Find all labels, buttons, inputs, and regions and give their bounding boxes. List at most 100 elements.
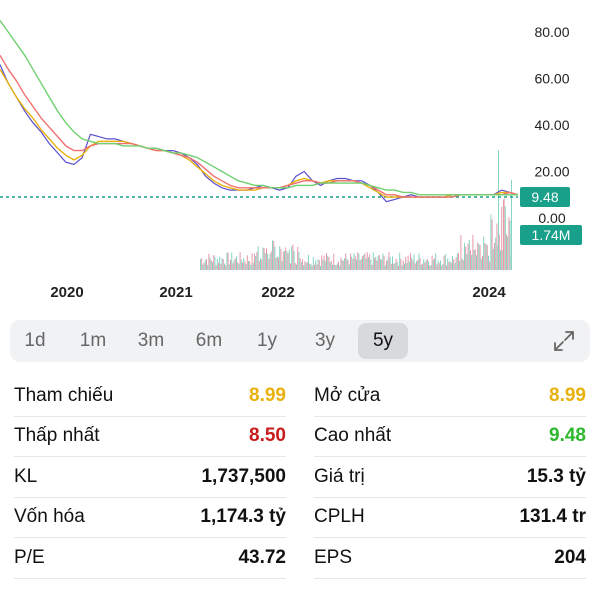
volume-bar bbox=[350, 253, 351, 270]
volume-bar bbox=[383, 255, 385, 270]
volume-bar bbox=[222, 259, 224, 270]
stat-label: Vốn hóa bbox=[14, 506, 85, 528]
expand-icon[interactable] bbox=[552, 329, 576, 353]
volume-bar bbox=[327, 255, 329, 270]
volume-bar bbox=[424, 262, 426, 270]
volume-bar bbox=[444, 254, 446, 270]
volume-bar bbox=[490, 214, 492, 270]
range-tab-6m[interactable]: 6m bbox=[195, 330, 223, 351]
volume-bar bbox=[468, 239, 470, 270]
volume-bar bbox=[418, 253, 420, 270]
volume-bar bbox=[459, 260, 461, 270]
chart-canvas[interactable]: 80.00 60.00 40.00 20.00 0.00 2020 2021 2022 202… bbox=[0, 0, 600, 300]
volume-bar bbox=[395, 258, 397, 270]
volume-bar bbox=[262, 247, 264, 270]
volume-bar bbox=[362, 256, 363, 270]
volume-bar bbox=[455, 257, 457, 270]
volume-bar bbox=[396, 261, 398, 270]
volume-bar bbox=[511, 180, 512, 270]
volume-bar bbox=[280, 248, 282, 270]
volume-bar bbox=[446, 265, 447, 270]
volume-bar bbox=[251, 253, 253, 270]
stat-label: KL bbox=[14, 465, 38, 487]
price-badge: 9.48 bbox=[520, 187, 570, 207]
volume-bar bbox=[387, 259, 389, 270]
volume-bar bbox=[442, 264, 444, 270]
volume-bar bbox=[388, 252, 390, 270]
volume-bar bbox=[244, 261, 246, 270]
volume-bar bbox=[201, 258, 203, 270]
volume-bar bbox=[324, 261, 326, 270]
volume-bar bbox=[344, 258, 345, 270]
range-tab-5y[interactable]: 5y bbox=[358, 323, 408, 359]
volume-bar bbox=[269, 253, 271, 270]
volume-bar bbox=[507, 236, 509, 270]
volume-bar bbox=[434, 258, 435, 270]
stat-value: 131.4 tr bbox=[519, 506, 586, 528]
volume-bar bbox=[495, 237, 497, 270]
price-chart[interactable]: 80.00 60.00 40.00 20.00 0.00 2020 2021 2022 202… bbox=[0, 0, 600, 300]
volume-bar bbox=[263, 248, 265, 270]
volume-bar bbox=[440, 260, 441, 270]
volume-bar bbox=[318, 260, 320, 270]
range-tab-1y[interactable]: 1y bbox=[256, 330, 278, 351]
volume-bar bbox=[476, 255, 477, 270]
volume-bar bbox=[250, 264, 252, 270]
volume-bar bbox=[353, 253, 355, 270]
volume-bar bbox=[258, 260, 260, 270]
stats-row: Vốn hóa 1,174.3 tỷ CPLH 131.4 tr bbox=[14, 498, 586, 538]
volume-bar bbox=[213, 255, 215, 270]
volume-bar bbox=[316, 264, 318, 270]
volume-bar bbox=[218, 262, 219, 270]
volume-bar bbox=[212, 262, 213, 270]
volume-bar bbox=[312, 257, 314, 270]
volume-bar bbox=[304, 261, 306, 270]
ma-fast-line bbox=[0, 68, 519, 198]
volume-bar bbox=[219, 256, 221, 270]
volume-bar bbox=[208, 253, 210, 270]
volume-bar bbox=[384, 265, 386, 270]
volume-bar bbox=[470, 250, 471, 270]
range-tab-1m[interactable]: 1m bbox=[79, 330, 107, 351]
volume-bar bbox=[214, 256, 216, 270]
volume-bar bbox=[365, 258, 367, 270]
volume-bar bbox=[240, 259, 242, 270]
volume-bar bbox=[245, 263, 247, 270]
volume-bar bbox=[207, 264, 209, 270]
volume-bar bbox=[460, 235, 462, 270]
volume-bar bbox=[230, 259, 231, 270]
volume-bar bbox=[264, 252, 266, 270]
volume-bar bbox=[300, 262, 302, 270]
volume-bar bbox=[352, 259, 354, 270]
volume-bar bbox=[249, 261, 251, 270]
volume-bar bbox=[461, 258, 463, 270]
range-tab-1d[interactable]: 1d bbox=[24, 330, 46, 351]
volume-bar bbox=[368, 257, 369, 270]
volume-badge: 1.74M bbox=[520, 225, 582, 245]
volume-bar bbox=[425, 260, 427, 270]
volume-bar bbox=[400, 258, 402, 270]
volume-bar bbox=[210, 260, 212, 270]
volume-bar bbox=[351, 256, 353, 270]
volume-bar bbox=[501, 206, 503, 270]
stat-value: 15.3 tỷ bbox=[526, 465, 586, 487]
volume-bar bbox=[296, 264, 297, 270]
volume-bar bbox=[203, 262, 205, 270]
volume-bar bbox=[317, 259, 319, 270]
volume-bar bbox=[401, 265, 403, 270]
volume-bar bbox=[398, 265, 399, 270]
range-tab-3y[interactable]: 3y bbox=[314, 330, 336, 351]
y-axis-label: 60.00 bbox=[534, 71, 569, 87]
volume-bar bbox=[485, 244, 487, 270]
volume-bar bbox=[374, 258, 375, 270]
volume-bar bbox=[270, 251, 272, 270]
volume-bar bbox=[297, 246, 299, 270]
range-tab-3m[interactable]: 3m bbox=[137, 330, 165, 351]
ma-slow-line bbox=[0, 19, 518, 196]
stat-cell: Mở cửa 8.99 bbox=[314, 376, 586, 417]
volume-bar bbox=[302, 259, 303, 270]
volume-bar bbox=[504, 206, 506, 270]
volume-bar bbox=[279, 246, 281, 270]
stat-value: 1,174.3 tỷ bbox=[200, 506, 286, 528]
volume-bar bbox=[454, 262, 456, 270]
